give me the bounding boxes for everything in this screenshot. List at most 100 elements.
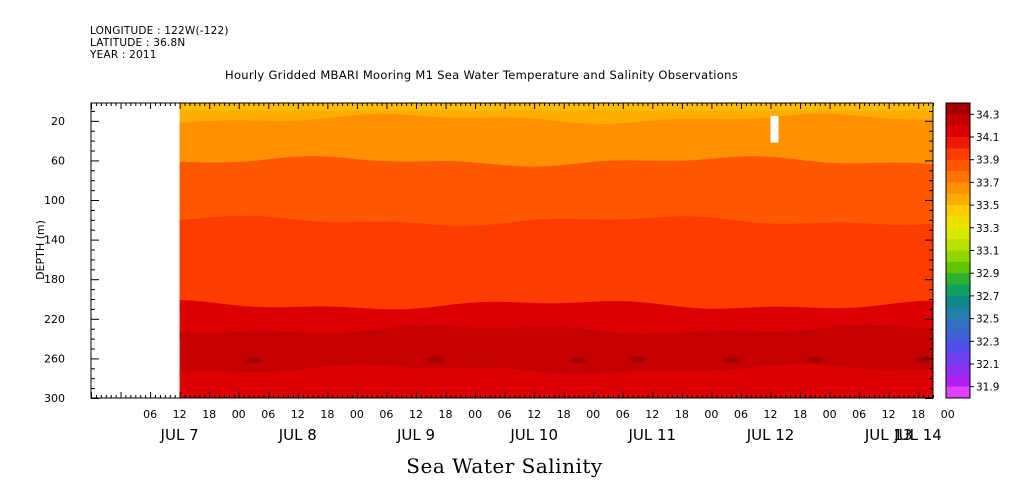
x-day-label: JUL 14 [893,426,942,444]
latitude-label: LATITUDE : 36.8N [90,37,186,49]
colorbar-label: 33.9 [976,155,999,167]
colorbar-label: 32.3 [976,336,999,348]
salinity-maximum [245,357,262,364]
surface-fresh-band [179,103,933,111]
x-day-label: JUL 8 [278,426,317,444]
colorbar-swatch [946,318,970,331]
colorbar-swatch [946,159,970,172]
colorbar-swatch [946,307,970,319]
x-hour-label: 18 [439,408,453,421]
x-day-label: JUL 13 [864,426,913,444]
longitude-label: LONGITUDE : 122W(-122) [90,25,229,37]
colorbar-swatch [946,114,970,126]
x-hour-label: 00 [704,408,718,421]
colorbar-swatch [946,193,970,206]
colorbar-label: 32.5 [976,314,999,326]
plot-frame [90,102,934,399]
colorbar-swatch [946,295,970,308]
x-hour-label: 18 [793,408,807,421]
x-hour-label: 12 [291,408,305,421]
colorbar-label: 34.3 [976,109,999,121]
colorbar-label: 33.3 [976,223,999,235]
colorbar-swatch [946,329,970,342]
x-hour-label: 18 [202,408,216,421]
x-hour-label: 06 [616,408,630,421]
x-hour-label: 12 [527,408,541,421]
x-day-label: JUL 9 [396,426,435,444]
colorbar-swatch [946,171,970,183]
colorbar-swatch [946,363,970,376]
x-hour-label: 18 [557,408,571,421]
x-hour-label: 06 [261,408,275,421]
year-label: YEAR : 2011 [90,49,157,61]
x-hour-label: 12 [173,408,187,421]
salinity-layer [179,364,933,398]
y-tick-label: 100 [44,194,65,207]
plot-area [91,103,933,398]
salinity-maximum [570,357,587,364]
salinity-layer [179,156,933,233]
x-hour-label: 06 [143,408,157,421]
colorbar-swatch [946,375,970,387]
colorbar-label: 33.7 [976,177,999,189]
colorbar-label: 34.1 [976,132,999,144]
colorbar-swatch [946,250,970,263]
x-hour-label: 18 [675,408,689,421]
x-day-label: JUL 7 [160,426,199,444]
colorbar-swatch [946,103,970,115]
x-hour-label: 06 [379,408,393,421]
colorbar-swatch [946,227,970,240]
colorbar-swatch [946,182,970,195]
chart-subtitle: Sea Water Salinity [406,454,603,478]
x-hour-label: 00 [941,408,955,421]
colorbar-swatch [946,284,970,297]
colorbar-swatch [946,386,970,399]
colorbar-swatch [946,205,970,217]
salinity-maximum [915,356,932,363]
x-hour-label: 12 [409,408,423,421]
x-hour-label: 12 [882,408,896,421]
colorbar-label: 32.7 [976,291,999,303]
y-tick-label: 300 [44,392,65,405]
x-hour-label: 06 [498,408,512,421]
y-axis-label: DEPTH (m) [34,220,47,280]
y-tick-label: 60 [51,154,65,167]
colorbar-swatch [946,273,970,285]
x-hour-label: 00 [468,408,482,421]
colorbar: 34.3 34.1 33.9 33.7 33.5 33.3 33.1 32.9 32.7 32.5… [945,102,999,399]
colorbar-swatch [946,352,970,365]
colorbar-swatch [946,137,970,149]
x-hour-label: 00 [586,408,600,421]
y-tick-label: 260 [44,352,65,365]
colorbar-swatch [946,216,970,229]
colorbar-swatch [946,239,970,251]
x-hour-label: 00 [823,408,837,421]
salinity-maximum [806,356,823,363]
colorbar-label: 31.9 [976,382,999,394]
x-hour-label: 12 [645,408,659,421]
x-day-label: JUL 10 [509,426,558,444]
missing-data-marker [770,115,779,143]
axis-labels: 20 60 100 140 180 220 260 300 06 12 18 00 06 12 18 00 06… [44,115,955,444]
x-day-label: JUL 11 [627,426,676,444]
x-hour-label: 00 [350,408,364,421]
salinity-maximum [723,357,740,364]
colorbar-label: 33.5 [976,200,999,212]
chart-title: Hourly Gridded MBARI Mooring M1 Sea Wate… [225,68,739,82]
x-hour-label: 06 [734,408,748,421]
colorbar-swatch [946,341,970,353]
x-hour-label: 00 [232,408,246,421]
salinity-layer [179,215,933,317]
salinity-maximum [629,356,646,363]
x-day-label: JUL 12 [746,426,795,444]
salinity-maximum [427,356,444,363]
y-tick-label: 140 [44,234,65,247]
x-hour-label: 06 [852,408,866,421]
colorbar-label: 33.1 [976,246,999,258]
x-hour-label: 18 [911,408,925,421]
y-tick-label: 220 [44,313,65,326]
colorbar-swatch [946,261,970,274]
y-tick-label: 180 [44,273,65,286]
x-hour-label: 12 [764,408,778,421]
